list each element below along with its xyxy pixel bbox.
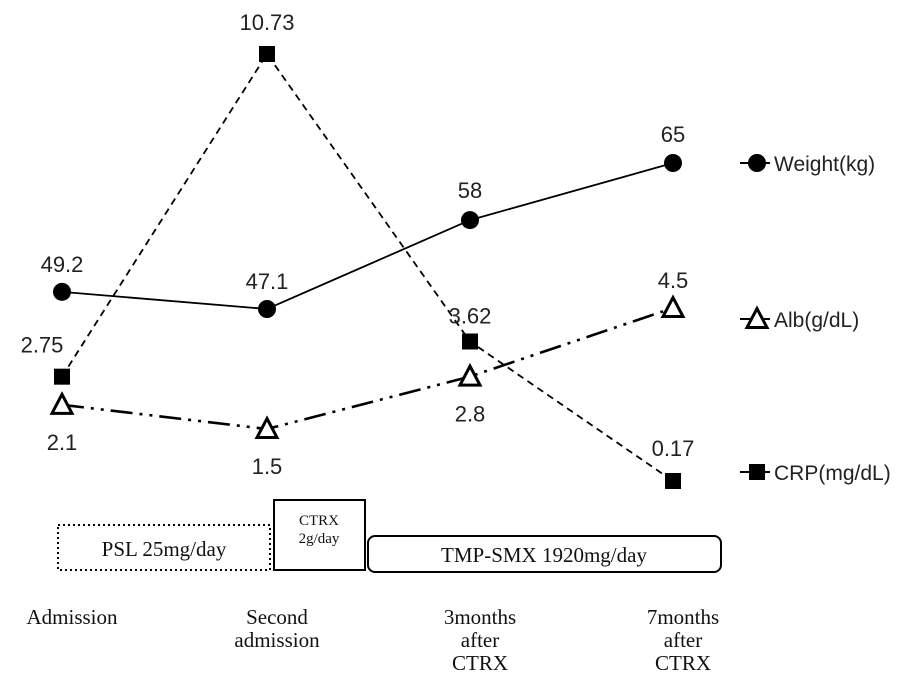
legend-item-weight-kg: Weight(kg) xyxy=(740,153,875,176)
x-tick-label-4-line-2: after xyxy=(664,628,702,652)
x-tick-label-1: Admission xyxy=(26,605,118,629)
treatment-psl-25mg-day-box xyxy=(57,524,271,571)
legend-label-weight-kg: Weight(kg) xyxy=(774,153,875,176)
x-tick-label-4-line-1: 7months xyxy=(647,605,719,629)
data-point-weight-kg-2 xyxy=(258,300,276,318)
x-tick-label-3-line-2: after xyxy=(461,628,499,652)
treatment-psl-25mg-day: PSL 25mg/day xyxy=(57,524,271,571)
x-tick-label-3-line-1: 3months xyxy=(444,605,516,629)
treatment-ctrx-2g-day: CTRX 2g/day xyxy=(273,499,366,571)
data-label-weight-kg-2: 47.1 xyxy=(246,269,289,294)
treatment-tmp-smx-1920mg-day-box xyxy=(367,535,722,573)
legend-item-crp-mg-dl: CRP(mg/dL) xyxy=(740,462,891,485)
x-tick-label-1-line-1: Admission xyxy=(26,605,118,629)
treatment-ctrx-2g-day-label-line-2: 2g/day xyxy=(299,531,340,547)
data-label-crp-mg-dl-1: 2.75 xyxy=(21,333,64,358)
legend-label-alb-g-dl: Alb(g/dL) xyxy=(774,309,859,332)
x-axis-labels: Admission Secondadmission3monthsafterCTRX… xyxy=(26,605,719,675)
treatment-tmp-smx-1920mg-day-label-line-1: TMP-SMX 1920mg/day xyxy=(441,543,647,567)
data-label-alb-g-dl-1: 2.1 xyxy=(47,430,78,455)
data-point-crp-mg-dl-1 xyxy=(54,368,70,385)
series-line-alb-g-dl xyxy=(61,306,674,431)
series-alb-g-dl xyxy=(49,294,686,440)
data-point-crp-mg-dl-2 xyxy=(259,46,275,62)
data-point-weight-kg-3 xyxy=(461,211,479,230)
data-point-alb-g-dl-4 xyxy=(660,294,686,319)
data-label-alb-g-dl-3: 2.8 xyxy=(455,402,486,427)
data-point-weight-kg-4 xyxy=(664,154,682,172)
data-point-crp-mg-dl-3 xyxy=(462,333,478,350)
x-tick-label-2-line-2: admission xyxy=(234,628,320,652)
data-label-weight-kg-4: 65 xyxy=(661,122,685,147)
data-label-crp-mg-dl-3: 3.62 xyxy=(449,303,492,328)
data-point-alb-g-dl-3 xyxy=(457,362,483,387)
treatment-ctrx-2g-day-label-line-1: CTRX xyxy=(299,513,339,529)
series-crp-mg-dl xyxy=(54,46,681,489)
x-tick-label-3-line-3: CTRX xyxy=(452,651,508,675)
legend-item-alb-g-dl: Alb(g/dL) xyxy=(740,305,859,332)
legend-label-crp-mg-dl: CRP(mg/dL) xyxy=(774,462,891,485)
treatment-psl-25mg-day-label-line-1: PSL 25mg/day xyxy=(102,537,227,561)
data-point-crp-mg-dl-4 xyxy=(665,473,681,489)
data-label-alb-g-dl-4: 4.5 xyxy=(658,268,689,293)
data-label-crp-mg-dl-4: 0.17 xyxy=(652,436,695,461)
treatment-bars: PSL 25mg/day CTRX 2g/day TMP-SMX 1920mg/day xyxy=(57,499,722,573)
data-label-weight-kg-3: 58 xyxy=(458,178,482,203)
data-point-alb-g-dl-2 xyxy=(254,415,280,440)
data-label-crp-mg-dl-2: 10.73 xyxy=(239,10,294,35)
legend-marker-alb-g-dl xyxy=(744,305,770,330)
treatment-tmp-smx-1920mg-day: TMP-SMX 1920mg/day xyxy=(367,535,722,573)
data-point-weight-kg-1 xyxy=(53,282,71,301)
legend-marker-weight-kg xyxy=(748,154,766,172)
data-label-weight-kg-1: 49.2 xyxy=(41,252,84,277)
legend-marker-crp-mg-dl xyxy=(749,464,765,480)
series-line-weight-kg xyxy=(61,162,674,310)
x-tick-label-4-line-3: CTRX xyxy=(655,651,711,675)
data-point-alb-g-dl-1 xyxy=(49,391,75,415)
series-line-crp-mg-dl xyxy=(61,52,674,482)
legend: Weight(kg) Alb(g/dL) CRP(mg/dL) xyxy=(740,153,891,485)
series-weight-kg xyxy=(53,154,682,318)
x-tick-label-2-line-1: Second xyxy=(246,605,308,629)
data-label-alb-g-dl-2: 1.5 xyxy=(252,454,283,479)
treatment-ctrx-2g-day-box xyxy=(273,499,366,571)
